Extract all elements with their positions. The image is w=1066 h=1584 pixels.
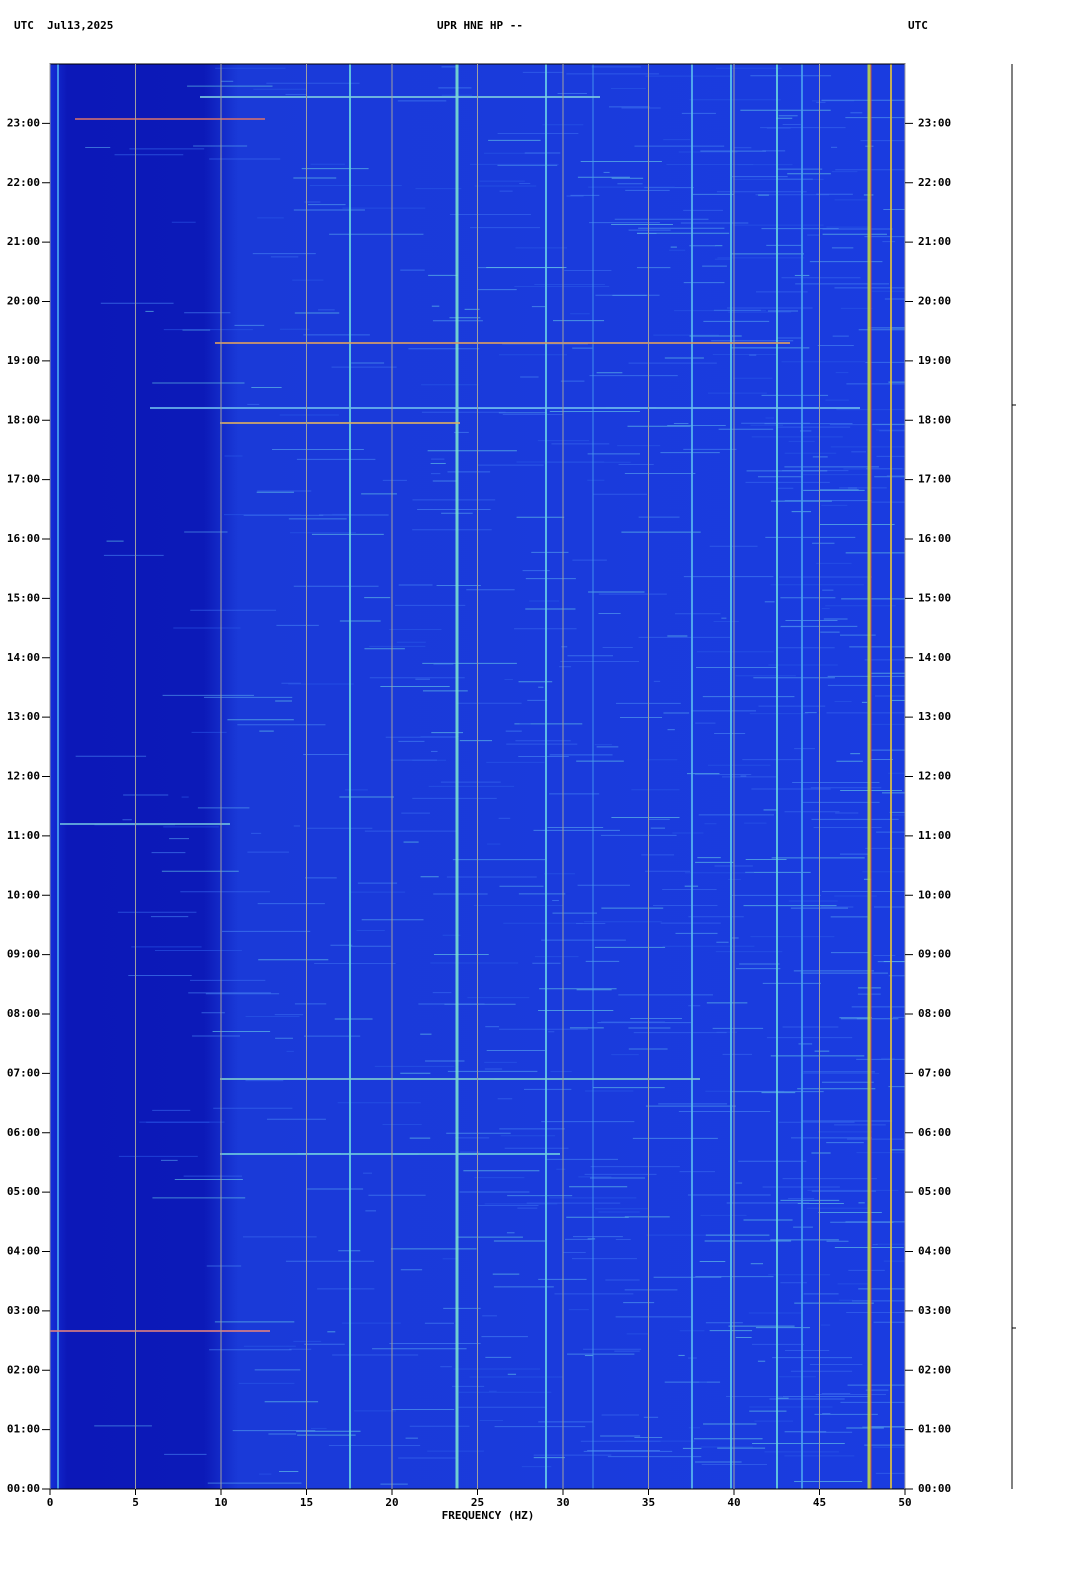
x-tick-label: 25 [471, 1496, 484, 1509]
y-tick-label: 10:00 [918, 888, 951, 901]
y-tick-label: 03:00 [7, 1304, 40, 1317]
y-tick-label: 06:00 [918, 1126, 951, 1139]
y-tick-label: 21:00 [7, 235, 40, 248]
y-tick-label: 14:00 [7, 651, 40, 664]
y-tick-label: 13:00 [918, 710, 951, 723]
y-tick-label: 11:00 [918, 829, 951, 842]
y-tick-label: 07:00 [918, 1066, 951, 1079]
y-tick-label: 22:00 [918, 176, 951, 189]
y-tick-label: 21:00 [918, 235, 951, 248]
y-tick-label: 06:00 [7, 1126, 40, 1139]
y-tick-label: 01:00 [7, 1423, 40, 1436]
x-tick-label: 35 [642, 1496, 655, 1509]
x-tick-label: 40 [727, 1496, 740, 1509]
y-tick-label: 04:00 [7, 1245, 40, 1258]
y-tick-label: 13:00 [7, 710, 40, 723]
y-tick-label: 17:00 [7, 473, 40, 486]
y-tick-label: 18:00 [7, 413, 40, 426]
y-tick-label: 12:00 [918, 770, 951, 783]
spectral-texture [50, 64, 905, 1489]
y-tick-label: 19:00 [918, 354, 951, 367]
x-tick-label: 30 [556, 1496, 569, 1509]
left-header: UTC Jul13,2025 [14, 19, 113, 32]
y-tick-label: 08:00 [7, 1007, 40, 1020]
y-tick-label: 20:00 [7, 295, 40, 308]
y-tick-label: 02:00 [918, 1363, 951, 1376]
x-tick-label: 5 [132, 1496, 139, 1509]
y-tick-label: 19:00 [7, 354, 40, 367]
y-tick-label: 01:00 [918, 1423, 951, 1436]
x-axis-label: FREQUENCY (HZ) [442, 1509, 535, 1522]
y-tick-label: 17:00 [918, 473, 951, 486]
y-tick-label: 00:00 [918, 1482, 951, 1495]
x-tick-label: 20 [385, 1496, 398, 1509]
y-tick-label: 22:00 [7, 176, 40, 189]
y-tick-label: 16:00 [7, 532, 40, 545]
y-tick-label: 04:00 [918, 1245, 951, 1258]
x-tick-label: 0 [47, 1496, 54, 1509]
y-tick-label: 08:00 [918, 1007, 951, 1020]
x-tick-label: 50 [898, 1496, 911, 1509]
y-tick-label: 11:00 [7, 829, 40, 842]
x-tick-label: 45 [813, 1496, 826, 1509]
y-tick-label: 09:00 [918, 948, 951, 961]
y-tick-label: 15:00 [7, 591, 40, 604]
x-tick-label: 15 [300, 1496, 313, 1509]
y-tick-label: 02:00 [7, 1363, 40, 1376]
y-tick-label: 14:00 [918, 651, 951, 664]
y-tick-label: 18:00 [918, 413, 951, 426]
y-tick-label: 10:00 [7, 888, 40, 901]
y-tick-label: 12:00 [7, 770, 40, 783]
x-tick-label: 10 [214, 1496, 227, 1509]
y-tick-label: 23:00 [7, 116, 40, 129]
right-header: UTC [908, 19, 928, 32]
y-tick-label: 03:00 [918, 1304, 951, 1317]
y-tick-label: 20:00 [918, 295, 951, 308]
y-tick-label: 07:00 [7, 1066, 40, 1079]
y-tick-label: 05:00 [7, 1185, 40, 1198]
y-tick-label: 16:00 [918, 532, 951, 545]
y-tick-label: 09:00 [7, 948, 40, 961]
chart-title: UPR HNE HP -- [437, 19, 523, 32]
y-tick-label: 23:00 [918, 116, 951, 129]
y-tick-label: 00:00 [7, 1482, 40, 1495]
y-tick-label: 15:00 [918, 591, 951, 604]
y-tick-label: 05:00 [918, 1185, 951, 1198]
